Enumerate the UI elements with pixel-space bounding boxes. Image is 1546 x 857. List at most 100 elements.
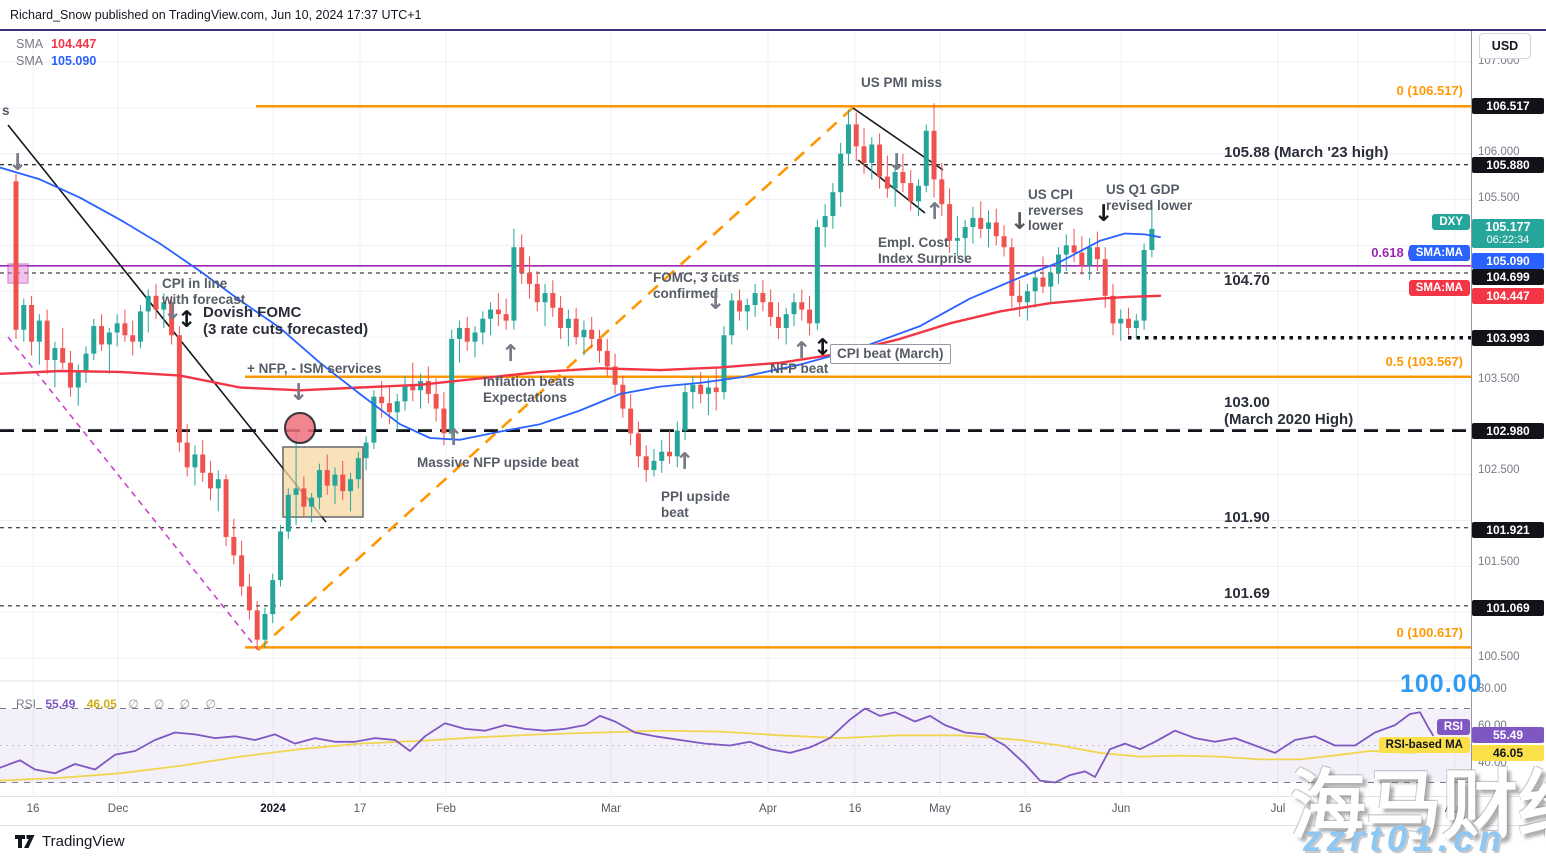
series-name-tag: SMA:MA: [1408, 245, 1470, 261]
sma-legend[interactable]: SMA 104.447 SMA 105.090: [16, 36, 96, 70]
axis-tick: 103.500: [1478, 373, 1520, 385]
axis-price-label: 103.993: [1472, 330, 1544, 346]
candle-body: [822, 216, 828, 228]
up-arrow-marker: ↑: [792, 338, 812, 364]
candle-body: [394, 401, 400, 413]
candle-body: [67, 362, 73, 388]
candle-body: [44, 320, 50, 361]
tradingview-logo-icon: [15, 835, 35, 848]
annotation: Dovish FOMC (3 rate cuts forecasted): [203, 304, 369, 339]
series-name-tag: RSI-based MA: [1378, 737, 1470, 753]
chinese-watermark: 海马财经: [1290, 764, 1546, 849]
candle-body: [480, 318, 486, 333]
candle-body: [682, 392, 688, 431]
candle-body: [775, 316, 781, 328]
down-arrow-marker: ↓: [289, 380, 309, 406]
candle-body: [659, 451, 665, 461]
candle-body: [355, 458, 361, 480]
candle-body: [635, 433, 641, 457]
candle-body: [1009, 247, 1015, 296]
candle-body: [386, 403, 392, 413]
candle-body: [923, 130, 929, 186]
candle-body: [1133, 320, 1139, 328]
candle-body: [908, 183, 914, 202]
currency-toggle-button[interactable]: USD: [1479, 33, 1531, 59]
rsi-name: RSI: [16, 697, 37, 711]
time-tick: Feb: [436, 803, 456, 815]
candle-body: [161, 302, 167, 310]
candle-body: [744, 305, 750, 312]
candle-body: [807, 309, 813, 324]
candle-body: [137, 311, 143, 342]
candle-body: [1024, 291, 1030, 303]
candle-body: [550, 293, 556, 308]
candle-body: [363, 442, 369, 459]
candle-body: [114, 323, 120, 333]
candle-body: [60, 348, 66, 363]
annotation: US PMI miss: [861, 75, 943, 90]
candle-body: [106, 332, 112, 345]
up-arrow-marker: ↑: [444, 425, 464, 451]
last-price-value: 105.177: [1485, 220, 1531, 234]
candle-body: [449, 338, 455, 434]
candle-body: [845, 124, 851, 154]
candle-body: [176, 335, 182, 443]
candle-body: [122, 323, 128, 336]
candle-body: [153, 295, 159, 310]
candle-body: [75, 371, 81, 388]
annotation: + NFP, - ISM services: [247, 361, 382, 376]
up-arrow-marker: ↑: [501, 341, 521, 367]
candle-body: [667, 451, 673, 457]
time-axis[interactable]: [0, 796, 1546, 826]
candle-body: [1102, 259, 1108, 296]
axis-price-label: 104.699: [1472, 269, 1544, 285]
candle-body: [1094, 247, 1100, 260]
time-tick: 16: [1351, 803, 1365, 815]
candle-body: [340, 474, 346, 492]
candle-body: [713, 387, 719, 393]
candle-body: [13, 181, 19, 330]
candle-body: [52, 348, 58, 361]
down-arrow-marker: ↓: [887, 150, 907, 176]
axis-price-label: 55.49: [1472, 727, 1544, 743]
rsi-legend[interactable]: RSI 55.49 46.05 ∅ ∅ ∅ ∅: [16, 697, 222, 711]
candle-body: [993, 222, 999, 237]
candle-body: [208, 472, 213, 489]
candle-body: [130, 335, 136, 342]
candle-body: [472, 332, 478, 342]
candle-body: [1048, 272, 1054, 287]
candle-body: [433, 393, 439, 409]
candle-body: [799, 302, 805, 310]
candle-body: [947, 204, 953, 241]
site-watermark: zzrt01.cn: [1303, 818, 1507, 857]
publish-title: Richard_Snow published on TradingView.co…: [10, 8, 422, 22]
chart-canvas[interactable]: [0, 0, 1546, 796]
annotation: 103.00 (March 2020 High): [1224, 394, 1354, 429]
candle-body: [316, 470, 322, 498]
candle-body: [962, 227, 968, 239]
axis-tick: 102.500: [1478, 464, 1520, 476]
candle-body: [620, 384, 626, 409]
candle-body: [814, 227, 820, 324]
tradingview-logo[interactable]: TradingView: [14, 832, 125, 851]
candle-body: [558, 307, 564, 328]
candle-body: [503, 314, 509, 321]
candle-body: [954, 238, 960, 241]
candle-body: [410, 384, 416, 391]
candle-body: [1079, 252, 1085, 266]
candle-body: [36, 320, 42, 342]
candle-body: [270, 580, 276, 615]
candle-body: [526, 272, 532, 284]
candle-body: [231, 537, 237, 556]
candle-body: [783, 314, 789, 328]
candle-body: [970, 217, 976, 228]
candle-body: [931, 130, 937, 180]
candle-body: [721, 335, 727, 393]
annotation: Empl. Cost Index Surprise: [878, 235, 972, 266]
circle-marker: [284, 412, 316, 444]
candle-body: [456, 327, 462, 339]
candle-body: [262, 614, 268, 640]
candle-body: [853, 124, 859, 147]
trendline: [7, 124, 327, 523]
